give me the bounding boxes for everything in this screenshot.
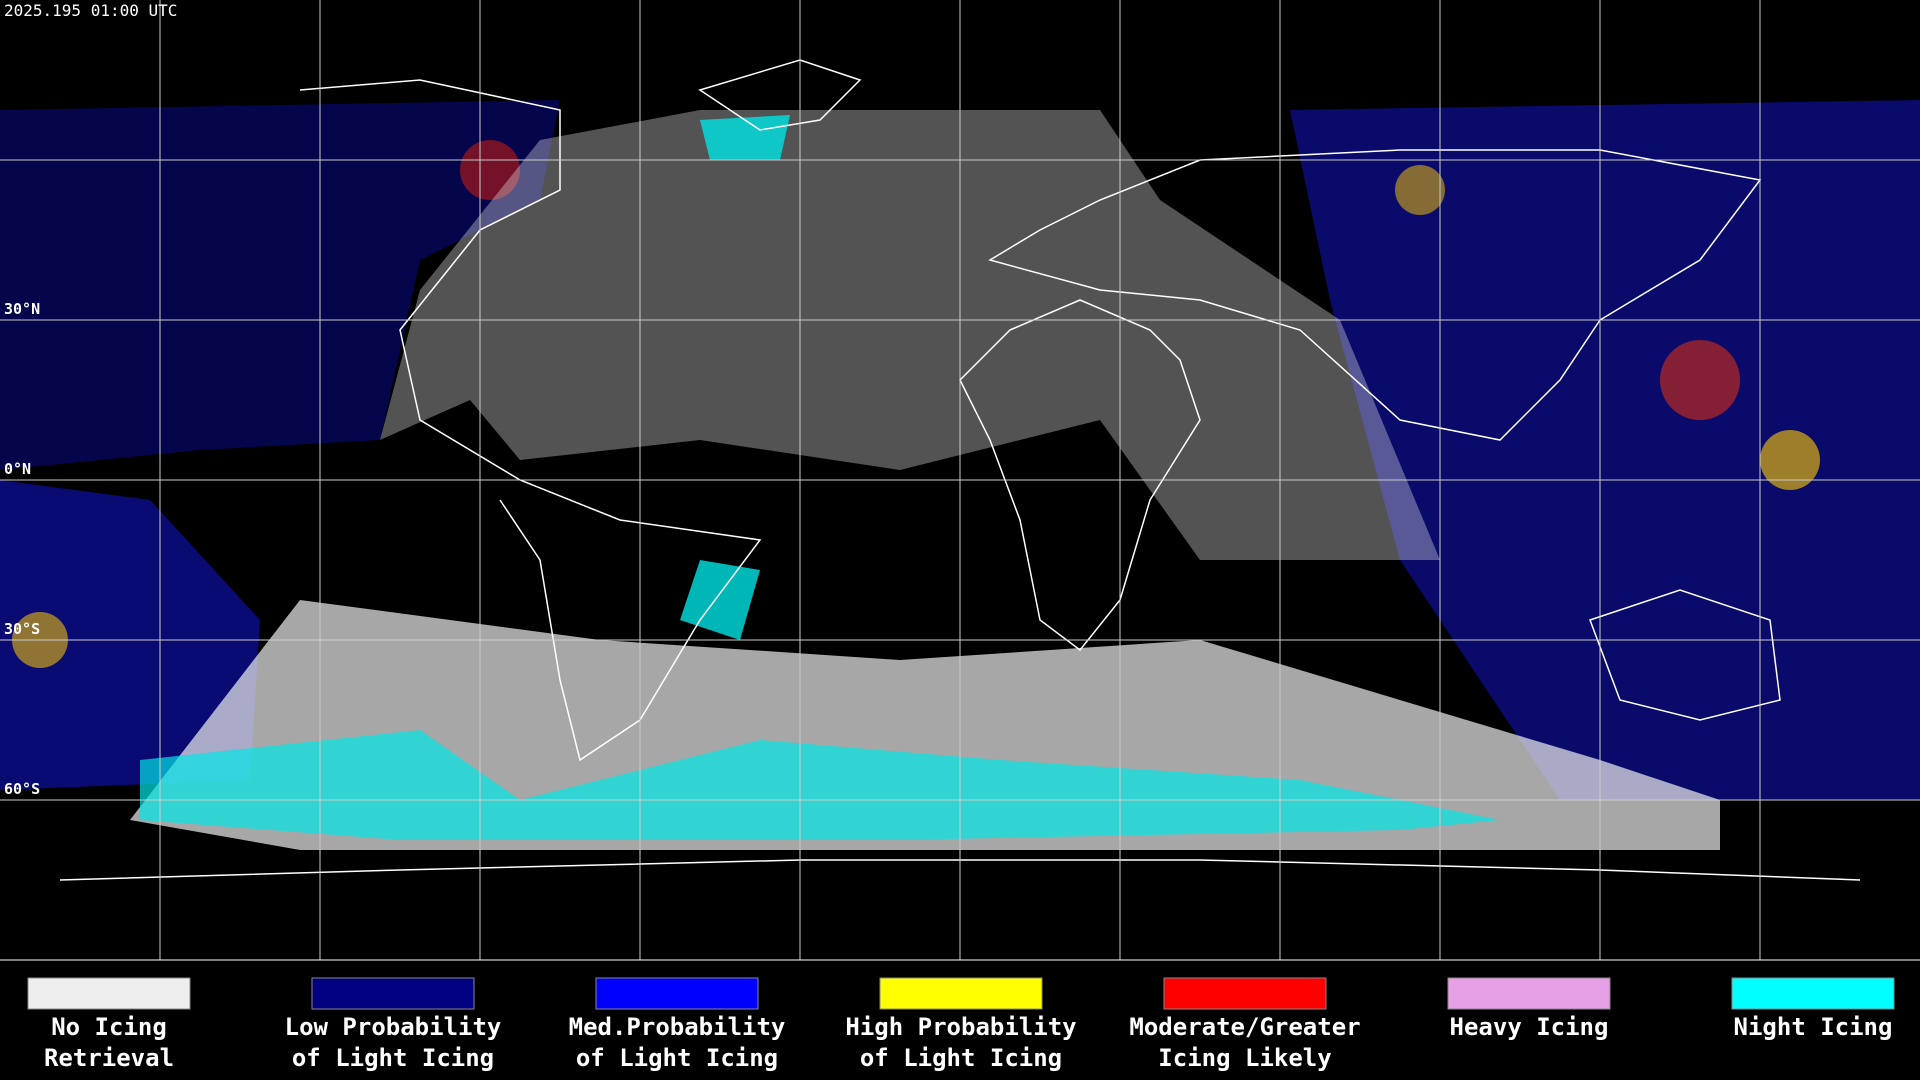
legend-label: Low Probability <box>285 1013 502 1041</box>
graticule <box>0 0 1920 961</box>
latitude-labels: 30°N 0°N 30°S 60°S <box>4 300 40 798</box>
legend-label: High Probability <box>845 1013 1076 1041</box>
legend-label: Night Icing <box>1734 1013 1893 1041</box>
timestamp: 2025.195 01:00 UTC <box>4 1 177 20</box>
legend-swatch <box>1731 977 1895 1010</box>
imagery <box>0 100 1920 850</box>
legend-label: of Light Icing <box>576 1044 778 1072</box>
legend-label: of Light Icing <box>860 1044 1062 1072</box>
legend-label: Icing Likely <box>1158 1044 1331 1072</box>
legend-swatch <box>1163 977 1327 1010</box>
legend-swatch <box>595 977 759 1010</box>
legend-swatch <box>879 977 1043 1010</box>
latitude-label: 30°S <box>4 620 40 638</box>
legend-label: No Icing <box>51 1013 167 1041</box>
legend-swatch <box>1447 977 1611 1010</box>
legend-swatch <box>311 977 475 1010</box>
legend: No Icing Retrieval Low Probability of Light… <box>27 977 1895 1072</box>
legend-label: Retrieval <box>44 1044 174 1072</box>
legend-label: of Light Icing <box>292 1044 494 1072</box>
latitude-label: 30°N <box>4 300 40 318</box>
legend-label: Med.Probability <box>569 1013 786 1041</box>
legend-label: Moderate/Greater <box>1129 1013 1360 1041</box>
latitude-label: 0°N <box>4 460 31 478</box>
legend-label: Heavy Icing <box>1450 1013 1609 1041</box>
legend-swatch <box>27 977 191 1010</box>
latitude-label: 60°S <box>4 780 40 798</box>
